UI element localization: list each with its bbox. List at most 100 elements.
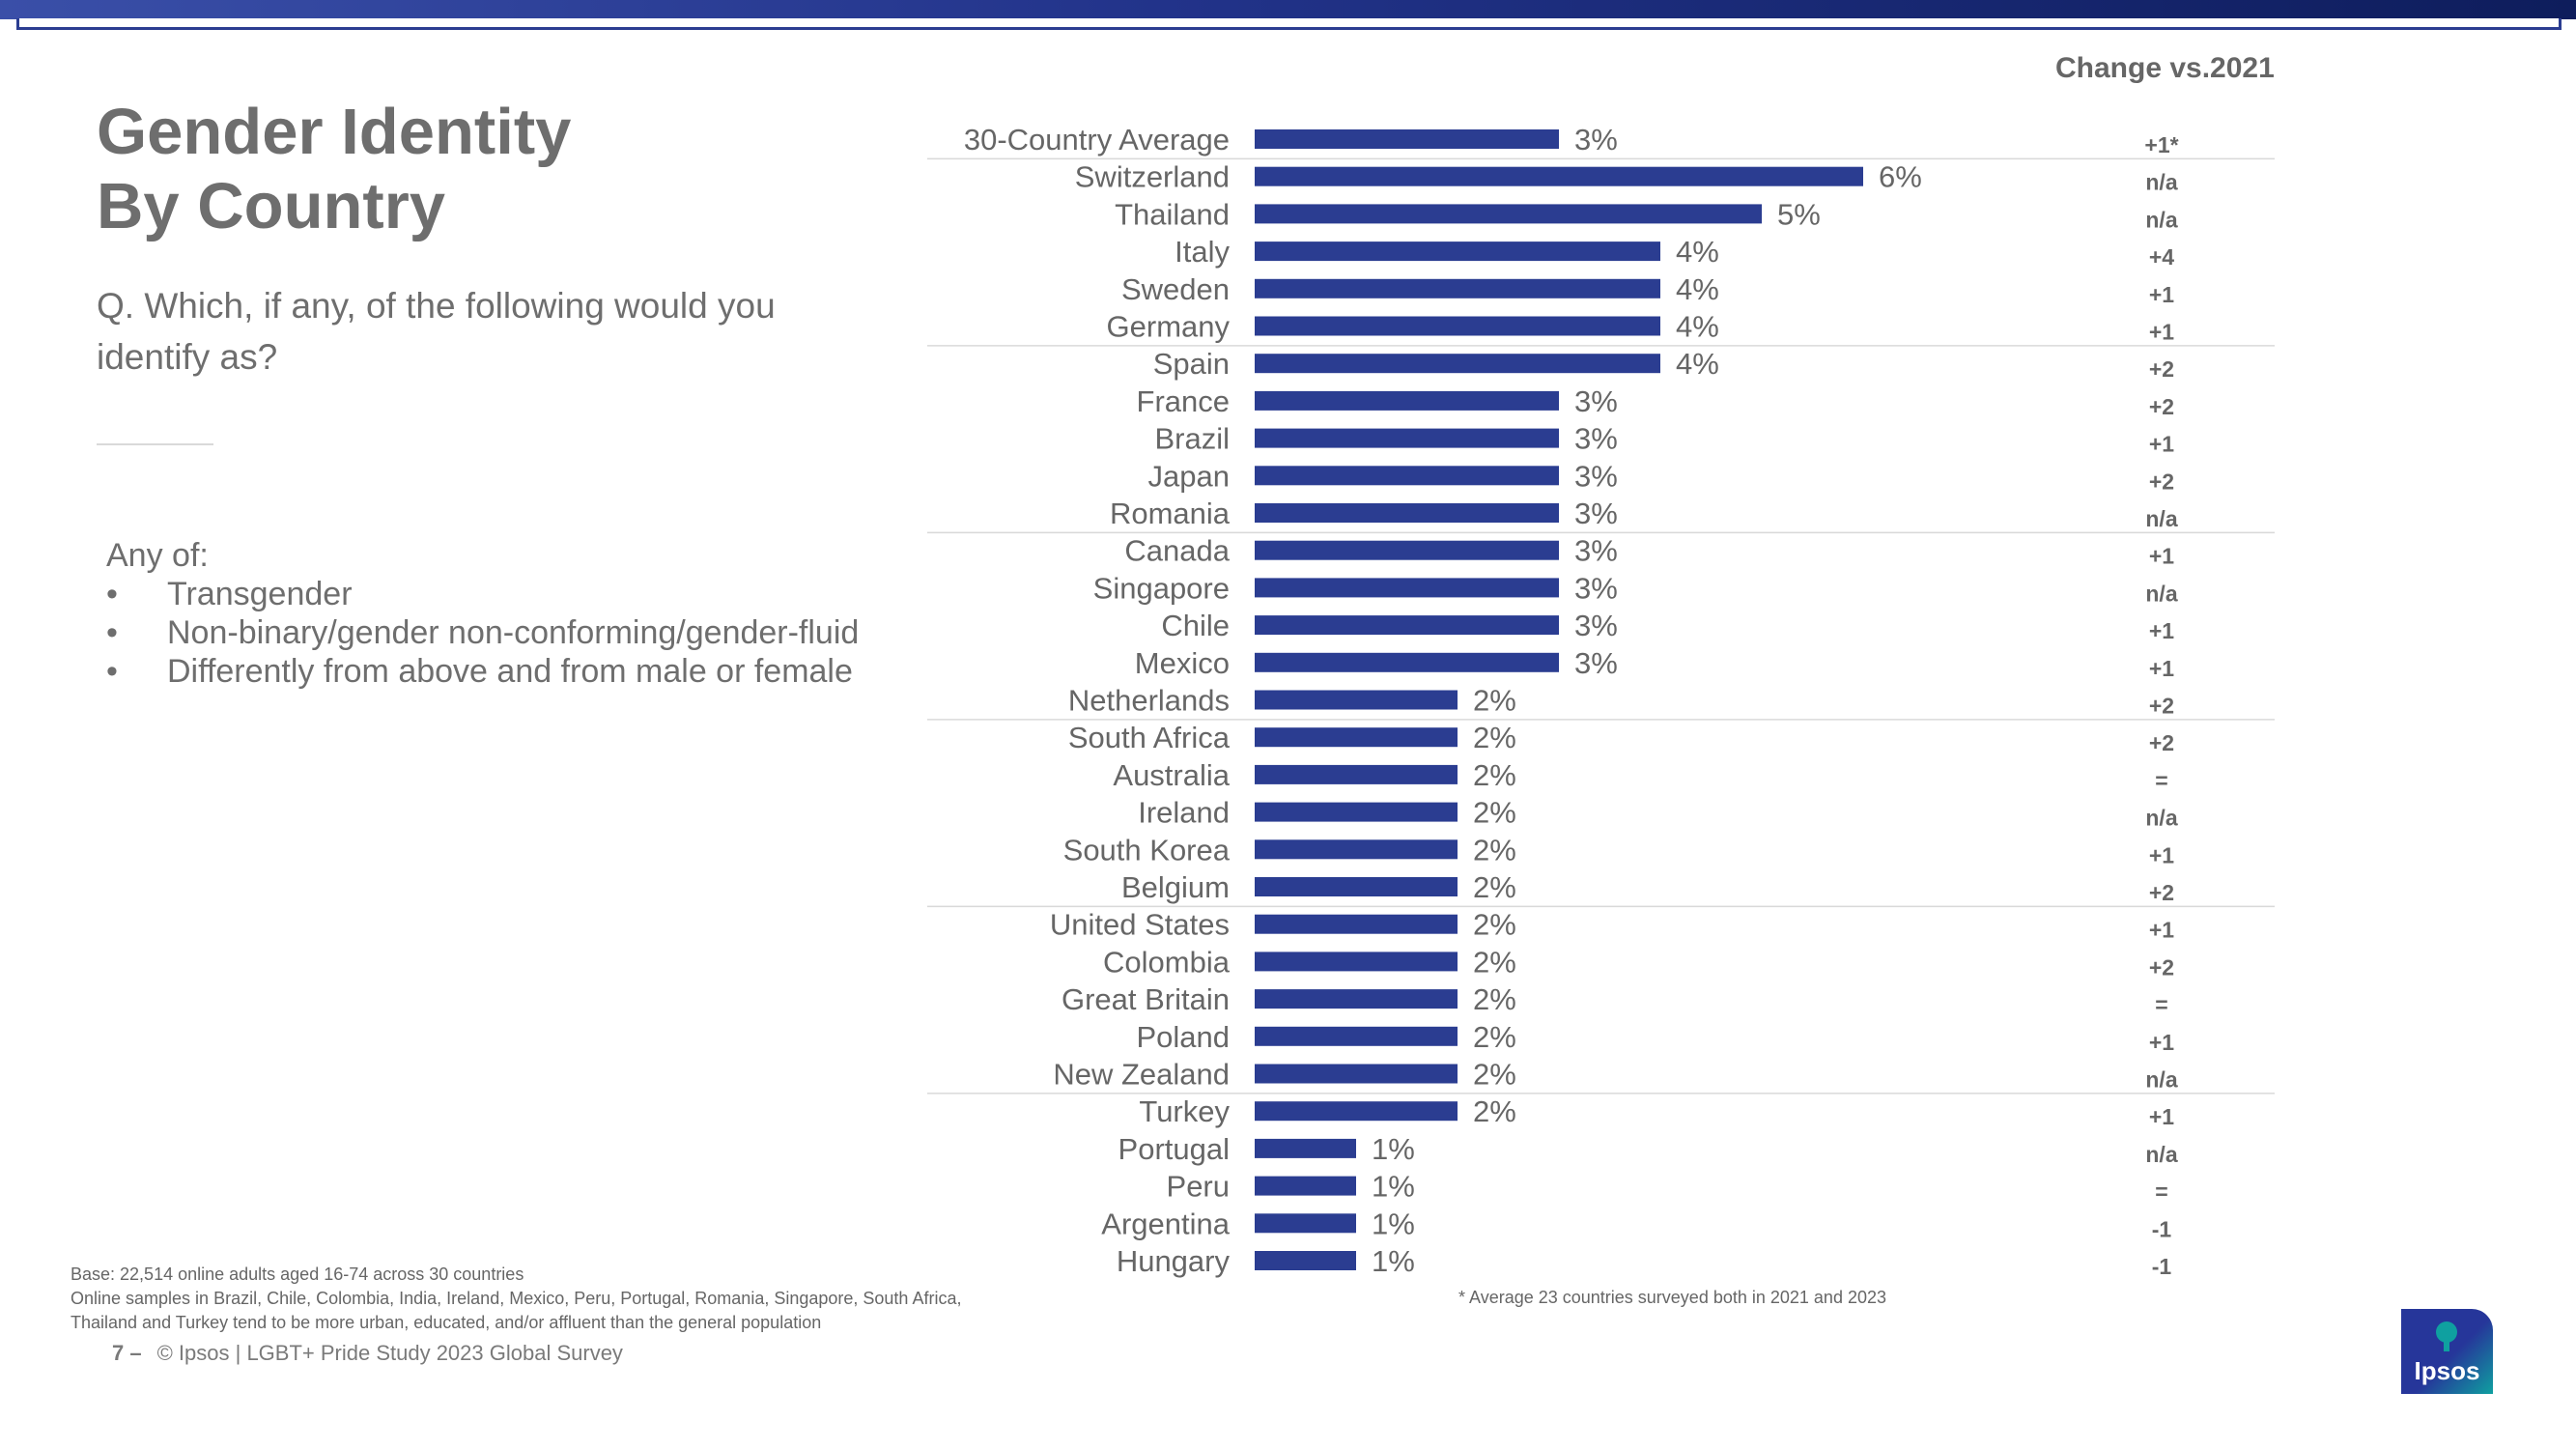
category-label: South Korea bbox=[1063, 833, 1231, 867]
data-label: 3% bbox=[1574, 123, 1618, 156]
data-label: 2% bbox=[1473, 833, 1516, 867]
category-label: Portugal bbox=[1118, 1132, 1230, 1166]
bullet: • bbox=[106, 653, 118, 690]
bar bbox=[1255, 1251, 1356, 1270]
bar bbox=[1255, 690, 1458, 710]
category-label: Japan bbox=[1148, 459, 1230, 493]
change-value: +1 bbox=[2149, 432, 2174, 457]
page-footer: 7 – © Ipsos | LGBT+ Pride Study 2023 Glob… bbox=[112, 1341, 623, 1366]
category-label: Australia bbox=[1113, 758, 1230, 792]
change-value: n/a bbox=[2145, 506, 2177, 531]
data-label: 3% bbox=[1574, 534, 1618, 568]
bar bbox=[1255, 316, 1660, 336]
list-item-label: Transgender bbox=[167, 576, 353, 612]
survey-question: Q. Which, if any, of the following would… bbox=[97, 286, 776, 377]
bar bbox=[1255, 278, 1660, 298]
bar bbox=[1255, 914, 1458, 934]
category-label: Turkey bbox=[1139, 1094, 1230, 1128]
category-label: Germany bbox=[1107, 310, 1231, 344]
data-label: 1% bbox=[1372, 1244, 1415, 1278]
bar bbox=[1255, 354, 1660, 374]
category-label: Poland bbox=[1136, 1020, 1230, 1054]
category-label: Mexico bbox=[1135, 646, 1230, 680]
category-label: 30-Country Average bbox=[964, 123, 1230, 156]
bar bbox=[1255, 764, 1458, 784]
category-label: Ireland bbox=[1138, 796, 1230, 830]
bar bbox=[1255, 466, 1559, 486]
base-footnote: Base: 22,514 online adults aged 16-74 ac… bbox=[71, 1263, 961, 1335]
bar bbox=[1255, 989, 1458, 1009]
change-value: n/a bbox=[2145, 1067, 2177, 1093]
data-label: 4% bbox=[1676, 272, 1719, 306]
top-banner bbox=[0, 0, 2576, 19]
bullet: • bbox=[106, 576, 118, 612]
page-number: 7 – bbox=[112, 1341, 142, 1365]
sample-note-line: Thailand and Turkey tend to be more urba… bbox=[71, 1313, 822, 1332]
data-label: 1% bbox=[1372, 1170, 1415, 1204]
category-label: Peru bbox=[1167, 1170, 1230, 1204]
logo-mark-icon bbox=[2436, 1321, 2457, 1351]
category-label: South Africa bbox=[1068, 721, 1231, 754]
bar bbox=[1255, 540, 1559, 560]
average-footnote: * Average 23 countries surveyed both in … bbox=[1458, 1288, 1886, 1307]
bullet: • bbox=[106, 614, 118, 651]
change-value: = bbox=[2155, 992, 2167, 1017]
change-value: -1 bbox=[2152, 1254, 2172, 1279]
change-value: = bbox=[2155, 768, 2167, 793]
data-label: 2% bbox=[1473, 908, 1516, 942]
category-label: Romania bbox=[1110, 497, 1231, 530]
category-label: Thailand bbox=[1115, 197, 1230, 231]
category-label: Singapore bbox=[1093, 571, 1230, 605]
data-label: 3% bbox=[1574, 571, 1618, 605]
bar bbox=[1255, 503, 1559, 523]
list-item: • Differently from above and from male or… bbox=[106, 652, 859, 691]
change-value: +1* bbox=[2144, 132, 2178, 157]
change-value: n/a bbox=[2145, 581, 2177, 606]
data-label: 2% bbox=[1473, 1058, 1516, 1092]
change-value: +1 bbox=[2149, 1104, 2174, 1129]
change-value: +2 bbox=[2149, 730, 2174, 755]
page-title: Gender Identity By Country bbox=[97, 96, 572, 242]
bar bbox=[1255, 1176, 1356, 1196]
category-label: Netherlands bbox=[1068, 684, 1230, 718]
data-label: 3% bbox=[1574, 646, 1618, 680]
data-label: 4% bbox=[1676, 347, 1719, 381]
bar bbox=[1255, 242, 1660, 262]
change-value: n/a bbox=[2145, 170, 2177, 195]
bar bbox=[1255, 166, 1863, 186]
data-label: 1% bbox=[1372, 1132, 1415, 1166]
logo-text: Ipsos bbox=[2414, 1356, 2480, 1385]
list-item: • Non-binary/gender non-conforming/gender… bbox=[106, 613, 859, 652]
change-value: n/a bbox=[2145, 1142, 2177, 1167]
data-label: 2% bbox=[1473, 1094, 1516, 1128]
data-label: 3% bbox=[1574, 497, 1618, 530]
category-label: Brazil bbox=[1154, 422, 1230, 456]
any-of-heading: Any of: bbox=[106, 537, 209, 574]
bar bbox=[1255, 1101, 1458, 1122]
data-label: 2% bbox=[1473, 945, 1516, 979]
bar bbox=[1255, 390, 1559, 411]
data-label: 5% bbox=[1777, 197, 1821, 231]
change-value: +1 bbox=[2149, 1030, 2174, 1055]
bar bbox=[1255, 615, 1559, 636]
change-column-header: Change vs.2021 bbox=[2055, 52, 2275, 84]
copyright: © Ipsos | LGBT+ Pride Study 2023 Global … bbox=[156, 1341, 623, 1365]
bar bbox=[1255, 428, 1559, 448]
data-label: 1% bbox=[1372, 1207, 1415, 1240]
data-label: 6% bbox=[1879, 160, 1922, 194]
category-label: Canada bbox=[1124, 534, 1230, 568]
category-label: Italy bbox=[1175, 235, 1230, 269]
bar bbox=[1255, 1213, 1356, 1234]
bar bbox=[1255, 839, 1458, 860]
data-label: 2% bbox=[1473, 982, 1516, 1016]
bar bbox=[1255, 727, 1458, 748]
category-label: Hungary bbox=[1117, 1244, 1231, 1278]
ipsos-logo: Ipsos bbox=[2401, 1309, 2493, 1394]
category-label: France bbox=[1137, 384, 1230, 418]
change-value: +2 bbox=[2149, 356, 2174, 382]
category-label: Argentina bbox=[1101, 1207, 1230, 1240]
data-label: 2% bbox=[1473, 1020, 1516, 1054]
category-label: Switzerland bbox=[1075, 160, 1230, 194]
data-label: 2% bbox=[1473, 684, 1516, 718]
change-value: +2 bbox=[2149, 880, 2174, 905]
